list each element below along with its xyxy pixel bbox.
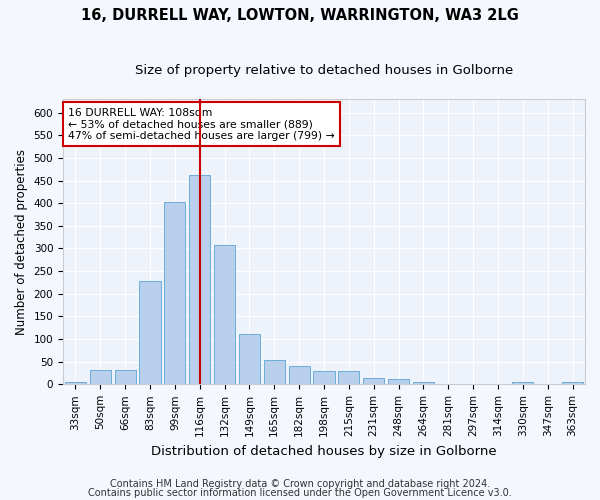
Bar: [90, 370, 111, 384]
Bar: [164, 202, 185, 384]
Y-axis label: Number of detached properties: Number of detached properties: [15, 148, 28, 334]
Bar: [189, 174, 210, 384]
Bar: [115, 370, 136, 384]
Bar: [289, 366, 310, 384]
Bar: [239, 334, 260, 384]
Title: Size of property relative to detached houses in Golborne: Size of property relative to detached ho…: [135, 64, 513, 77]
Text: 16 DURRELL WAY: 108sqm
← 53% of detached houses are smaller (889)
47% of semi-de: 16 DURRELL WAY: 108sqm ← 53% of detached…: [68, 108, 335, 141]
Bar: [338, 370, 359, 384]
Bar: [512, 382, 533, 384]
Text: 16, DURRELL WAY, LOWTON, WARRINGTON, WA3 2LG: 16, DURRELL WAY, LOWTON, WARRINGTON, WA3…: [81, 8, 519, 22]
Bar: [413, 382, 434, 384]
Bar: [65, 382, 86, 384]
Bar: [562, 382, 583, 384]
Bar: [363, 378, 384, 384]
Bar: [388, 380, 409, 384]
Bar: [313, 370, 335, 384]
Text: Contains public sector information licensed under the Open Government Licence v3: Contains public sector information licen…: [88, 488, 512, 498]
Bar: [139, 281, 161, 384]
Bar: [214, 245, 235, 384]
Bar: [264, 360, 285, 384]
X-axis label: Distribution of detached houses by size in Golborne: Distribution of detached houses by size …: [151, 444, 497, 458]
Text: Contains HM Land Registry data © Crown copyright and database right 2024.: Contains HM Land Registry data © Crown c…: [110, 479, 490, 489]
